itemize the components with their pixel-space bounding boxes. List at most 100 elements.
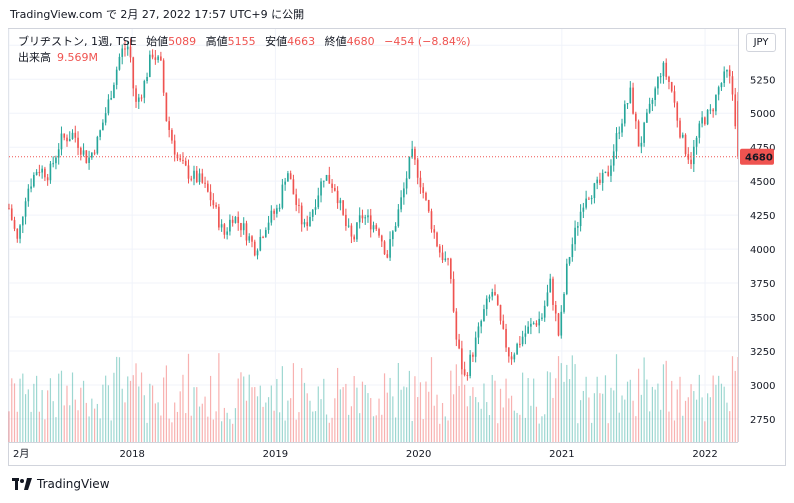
volume-bar	[731, 356, 734, 442]
volume-bar	[632, 400, 634, 442]
y-tick-label: 4250	[750, 211, 775, 222]
candle-body	[13, 220, 16, 229]
volume-bar	[480, 408, 482, 442]
candle-body	[218, 206, 220, 228]
volume-bar	[232, 423, 234, 442]
volume-bar	[394, 417, 397, 442]
volume-bar	[19, 378, 21, 442]
candle-body	[651, 99, 654, 104]
candle-body	[231, 219, 234, 223]
volume-bar	[419, 382, 422, 442]
volume-bar	[682, 415, 684, 442]
candle-body	[276, 208, 278, 214]
volume-bar	[718, 375, 720, 442]
candle-body	[441, 252, 444, 261]
candle-body	[607, 171, 610, 176]
volume-bar	[146, 422, 148, 442]
candle-body	[245, 223, 248, 241]
candle-body	[24, 201, 27, 217]
volume-bar	[624, 399, 626, 442]
volume-bar	[643, 357, 645, 442]
volume-bar	[339, 389, 341, 442]
candle-body	[110, 98, 112, 100]
candle-body	[704, 117, 706, 125]
candle-body	[135, 88, 137, 102]
volume-bar	[209, 375, 212, 442]
volume-bar	[66, 385, 68, 442]
chart-grid	[8, 29, 738, 442]
volume-bar	[613, 390, 615, 442]
candle-body	[646, 112, 648, 123]
volume-bar	[441, 403, 444, 442]
volume-bar	[359, 413, 361, 442]
volume-bar	[729, 411, 731, 442]
candle-body	[593, 183, 596, 198]
volume-bar	[77, 410, 79, 442]
volume-bar	[704, 421, 706, 442]
candle-body	[292, 179, 295, 195]
volume-bar	[94, 408, 96, 442]
volume-bar	[372, 416, 375, 442]
candle-body	[345, 214, 347, 226]
candle-body	[284, 181, 286, 185]
volume-bar	[693, 391, 695, 442]
candle-body	[709, 109, 712, 111]
candle-body	[560, 311, 563, 336]
candle-body	[44, 168, 46, 178]
volume-bar	[522, 372, 524, 442]
volume-bar	[519, 414, 521, 442]
candle-body	[206, 183, 209, 192]
candle-body	[549, 278, 552, 293]
candle-body	[198, 173, 201, 183]
x-tick-label: 2022	[692, 449, 717, 460]
y-tick-label: 2750	[750, 415, 775, 426]
volume-bar	[541, 416, 543, 442]
candle-body	[182, 159, 184, 161]
candle-body	[74, 132, 77, 138]
volume-bar	[381, 414, 383, 442]
candle-body	[215, 205, 217, 207]
volume-bar	[615, 354, 618, 442]
candle-body	[463, 369, 466, 375]
volume-bar	[118, 357, 121, 442]
x-tick-label: 2018	[119, 449, 144, 460]
legend-volume-row: 出来高 9.569M	[18, 50, 471, 66]
candle-body	[568, 257, 571, 264]
volume-bar	[221, 421, 223, 442]
candle-body	[107, 99, 110, 114]
price-axis: 2750 3000 3250 3500 3750 4000 4250 4500 4750 5000…	[738, 29, 775, 442]
volume-bar	[610, 387, 612, 442]
candle-body	[538, 318, 541, 326]
volume-bar	[30, 411, 32, 442]
candle-body	[662, 62, 665, 77]
candle-body	[300, 205, 303, 225]
volume-bar	[190, 415, 192, 442]
candle-body	[46, 177, 49, 181]
volume-bar	[176, 411, 179, 442]
volume-bar	[276, 378, 278, 442]
volume-bar	[378, 398, 380, 442]
candle-body	[502, 320, 505, 329]
candle-body	[30, 186, 32, 189]
candle-body	[49, 163, 52, 181]
currency-button[interactable]: JPY	[746, 33, 776, 52]
volume-bar	[654, 389, 656, 442]
legend-close-label: 終値	[324, 35, 347, 48]
volume-bar	[24, 394, 27, 442]
candle-body	[723, 71, 726, 84]
volume-bar	[599, 393, 601, 442]
volume-bar	[712, 375, 714, 442]
volume-bar	[723, 386, 725, 442]
candle-body	[438, 246, 441, 253]
volume-bar	[588, 397, 590, 442]
volume-bar	[494, 380, 496, 442]
candle-body	[452, 278, 455, 312]
tradingview-brand[interactable]: TradingView	[12, 477, 110, 491]
candle-body	[253, 241, 256, 256]
volume-bar	[406, 387, 408, 442]
candle-body	[281, 184, 284, 208]
volume-bar	[580, 400, 582, 442]
candle-body	[687, 154, 690, 160]
volume-bar	[505, 378, 507, 442]
